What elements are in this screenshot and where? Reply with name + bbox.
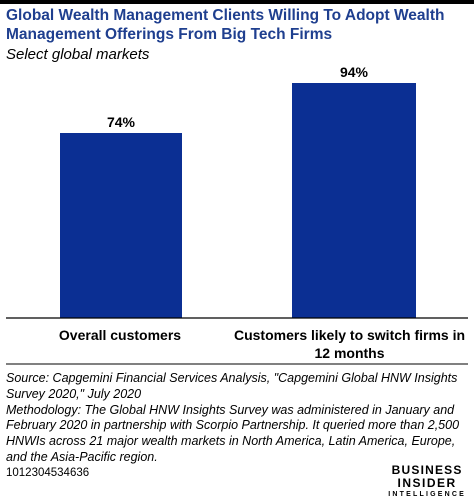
chart-id: 1012304534636: [6, 467, 90, 479]
business-insider-logo: BUSINESS INSIDER INTELLIGENCE: [388, 464, 466, 499]
top-rule: [0, 0, 474, 4]
source-note: Source: Capgemini Financial Services Ana…: [6, 371, 458, 401]
bar-value-label-0: 74%: [107, 114, 136, 130]
bar-value-label-1: 94%: [340, 64, 369, 80]
methodology-note: Methodology: The Global HNW Insights Sur…: [6, 402, 460, 464]
logo-line-business: BUSINESS: [391, 463, 463, 477]
category-label-overall: Overall customers: [58, 327, 182, 343]
logo-line-intelligence: INTELLIGENCE: [388, 491, 466, 498]
chart-notes: Source: Capgemini Financial Services Ana…: [6, 371, 468, 466]
bar-1: [292, 83, 416, 318]
category-label-switch: Customers likely to switch firms in 12 m…: [233, 327, 466, 361]
chart-title: Global Wealth Management Clients Willing…: [6, 7, 445, 43]
bar-0: [60, 133, 182, 318]
logo-line-insider: INSIDER: [397, 476, 457, 490]
chart-subtitle: Select global markets: [6, 46, 150, 63]
